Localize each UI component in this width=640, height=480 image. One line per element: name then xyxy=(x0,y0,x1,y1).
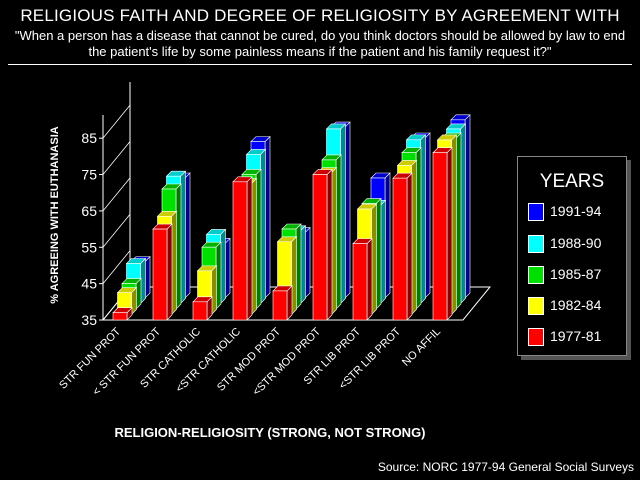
x-tick-label-5: <STR MOD PROT xyxy=(250,325,323,398)
x-axis-label: RELIGION-RELIGIOSITY (STRONG, NOT STRONG… xyxy=(114,425,426,440)
bar-1977-81-2 xyxy=(192,296,213,321)
y-gridline-85 xyxy=(102,104,131,139)
legend-swatch-1991-94 xyxy=(528,203,544,221)
y-tick-label-65: 65 xyxy=(81,203,97,219)
bar-1977-81-7 xyxy=(392,172,413,321)
legend-label-1982-84: 1982-84 xyxy=(550,297,602,313)
x-tick-label-1: < STR FUN PROT xyxy=(90,325,163,398)
legend-title: YEARS xyxy=(539,171,605,192)
bar-1977-81-4 xyxy=(272,285,293,321)
bar-1977-81-8 xyxy=(432,147,453,321)
legend: YEARS 1991-94 1988-90 1985-87 1982-84 19… xyxy=(517,156,627,356)
y-tick-label-45: 45 xyxy=(81,276,97,292)
bar-1977-81-1 xyxy=(152,223,173,321)
legend-label-1988-90: 1988-90 xyxy=(550,235,602,251)
chart-title: RELIGIOUS FAITH AND DEGREE OF RELIGIOSIT… xyxy=(20,6,620,25)
y-axis-label: % AGREEING WITH EUTHANASIA xyxy=(49,126,61,303)
legend-swatch-1988-90 xyxy=(528,235,544,253)
title-divider xyxy=(8,64,632,65)
legend-swatch-1977-81 xyxy=(528,328,544,346)
bar-1977-81-6 xyxy=(352,237,373,321)
y-tick-label-75: 75 xyxy=(81,167,97,183)
y-tick-label-35: 35 xyxy=(81,312,97,328)
chart-subtitle: "When a person has a disease that cannot… xyxy=(14,28,626,59)
y-tick-label-55: 55 xyxy=(81,239,97,255)
y-gridline-55 xyxy=(102,214,131,248)
source-note: Source: NORC 1977-94 General Social Surv… xyxy=(377,460,634,474)
bar-1977-81-0 xyxy=(112,307,133,321)
bar-layer xyxy=(112,114,471,321)
bar-1977-81-5 xyxy=(312,168,333,321)
legend-label-1985-87: 1985-87 xyxy=(550,266,602,282)
bar-1977-81-3 xyxy=(232,176,253,321)
legend-label-1977-81: 1977-81 xyxy=(550,328,602,344)
y-gridline-65 xyxy=(102,177,131,212)
legend-label-1991-94: 1991-94 xyxy=(550,203,602,219)
y-gridline-75 xyxy=(102,141,131,175)
x-tick-label-8: NO AFFIL xyxy=(400,326,443,369)
legend-swatch-1982-84 xyxy=(528,297,544,315)
y-tick-label-85: 85 xyxy=(81,130,97,146)
y-gridline-45 xyxy=(102,250,131,284)
legend-swatch-1985-87 xyxy=(528,266,544,284)
